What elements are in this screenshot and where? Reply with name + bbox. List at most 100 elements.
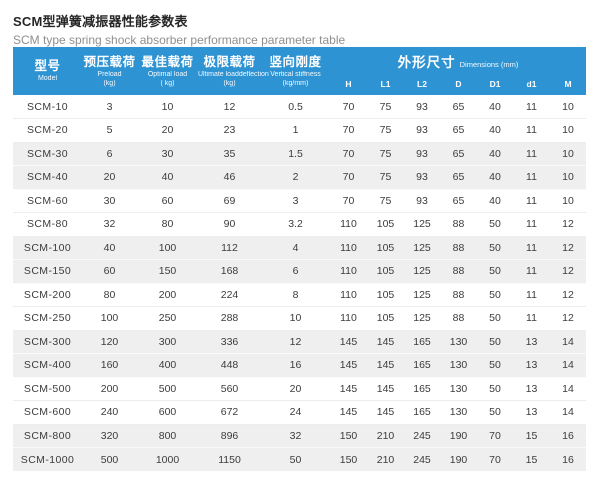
value-cell: 3 bbox=[261, 189, 330, 213]
value-cell: 50 bbox=[477, 212, 513, 237]
dimensions-title-zh: 外形尺寸 bbox=[397, 54, 456, 70]
value-cell: 65 bbox=[440, 142, 477, 166]
col-header-model-zh: 型号 bbox=[34, 59, 61, 73]
col-header-optimal-zh: 最佳载荷 bbox=[141, 54, 194, 69]
model-cell: SCM-10 bbox=[13, 95, 82, 119]
col-header-L1: L1 bbox=[367, 75, 404, 95]
value-cell: 50 bbox=[261, 447, 330, 471]
value-cell: 13 bbox=[513, 353, 550, 378]
value-cell: 3.2 bbox=[261, 212, 330, 237]
value-cell: 145 bbox=[367, 353, 404, 378]
value-cell: 105 bbox=[367, 306, 404, 331]
value-cell: 75 bbox=[367, 95, 404, 119]
value-cell: 320 bbox=[82, 424, 137, 448]
value-cell: 70 bbox=[477, 447, 513, 471]
value-cell: 12 bbox=[550, 283, 587, 307]
table-row: SCM-400 160 400 448 16 145 145 165 130 50 13 14 bbox=[13, 353, 587, 378]
table-row: SCM-150 60 150 168 6 110 105 125 88 50 11 12 bbox=[13, 259, 587, 284]
value-cell: 90 bbox=[198, 212, 261, 237]
col-header-optimal-unit: ( kg) bbox=[160, 79, 175, 87]
value-cell: 12 bbox=[261, 330, 330, 354]
value-cell: 40 bbox=[477, 118, 513, 143]
value-cell: 70 bbox=[330, 142, 367, 166]
col-header-D: D bbox=[440, 75, 477, 95]
value-cell: 245 bbox=[404, 447, 440, 471]
value-cell: 190 bbox=[440, 424, 477, 448]
table-row: SCM-200 80 200 224 8 110 105 125 88 50 11 12 bbox=[13, 283, 587, 307]
value-cell: 11 bbox=[513, 259, 550, 284]
value-cell: 165 bbox=[404, 377, 440, 401]
value-cell: 110 bbox=[330, 306, 367, 331]
table-row: SCM-600 240 600 672 24 145 145 165 130 50 13 14 bbox=[13, 400, 587, 425]
value-cell: 11 bbox=[513, 118, 550, 143]
col-header-vertical-stiffness: 竖向刚度 Vertical stiffness (kg/mm) bbox=[261, 47, 330, 95]
value-cell: 24 bbox=[261, 400, 330, 425]
value-cell: 672 bbox=[198, 400, 261, 425]
value-cell: 50 bbox=[477, 306, 513, 331]
table-row: SCM-80 32 80 90 3.2 110 105 125 88 50 11 12 bbox=[13, 212, 587, 237]
title-block: SCM型弹簧减振器性能参数表 SCM type spring shock abs… bbox=[13, 11, 345, 47]
model-cell: SCM-1000 bbox=[13, 447, 82, 471]
value-cell: 12 bbox=[550, 306, 587, 331]
col-header-stiffness-unit: (kg/mm) bbox=[282, 79, 309, 87]
value-cell: 336 bbox=[198, 330, 261, 354]
value-cell: 11 bbox=[513, 142, 550, 166]
value-cell: 10 bbox=[261, 306, 330, 331]
value-cell: 93 bbox=[404, 118, 440, 143]
value-cell: 105 bbox=[367, 283, 404, 307]
value-cell: 50 bbox=[477, 283, 513, 307]
model-cell: SCM-600 bbox=[13, 400, 82, 425]
col-header-preload-en: Preload bbox=[97, 70, 122, 78]
value-cell: 150 bbox=[330, 424, 367, 448]
header-row-dimensions: H L1 L2 D D1 d1 M bbox=[13, 75, 587, 95]
value-cell: 65 bbox=[440, 165, 477, 190]
value-cell: 6 bbox=[261, 259, 330, 284]
model-cell: SCM-300 bbox=[13, 330, 82, 354]
value-cell: 448 bbox=[198, 353, 261, 378]
value-cell: 15 bbox=[513, 424, 550, 448]
value-cell: 10 bbox=[550, 95, 587, 119]
value-cell: 210 bbox=[367, 424, 404, 448]
value-cell: 110 bbox=[330, 236, 367, 260]
value-cell: 23 bbox=[198, 118, 261, 143]
value-cell: 165 bbox=[404, 353, 440, 378]
col-header-D1: D1 bbox=[477, 75, 513, 95]
value-cell: 112 bbox=[198, 236, 261, 260]
value-cell: 6 bbox=[82, 142, 137, 166]
value-cell: 88 bbox=[440, 212, 477, 237]
value-cell: 100 bbox=[137, 236, 198, 260]
value-cell: 32 bbox=[82, 212, 137, 237]
value-cell: 11 bbox=[513, 189, 550, 213]
value-cell: 11 bbox=[513, 236, 550, 260]
col-header-optimal-en: Optimal load bbox=[147, 70, 188, 78]
col-header-d1: d1 bbox=[513, 75, 550, 95]
value-cell: 145 bbox=[330, 330, 367, 354]
value-cell: 224 bbox=[198, 283, 261, 307]
value-cell: 80 bbox=[82, 283, 137, 307]
col-header-M: M bbox=[550, 75, 587, 95]
value-cell: 88 bbox=[440, 306, 477, 331]
value-cell: 65 bbox=[440, 95, 477, 119]
model-cell: SCM-800 bbox=[13, 424, 82, 448]
model-cell: SCM-30 bbox=[13, 142, 82, 166]
value-cell: 40 bbox=[137, 165, 198, 190]
value-cell: 93 bbox=[404, 189, 440, 213]
value-cell: 50 bbox=[477, 259, 513, 284]
model-cell: SCM-20 bbox=[13, 118, 82, 143]
value-cell: 145 bbox=[330, 400, 367, 425]
value-cell: 70 bbox=[330, 189, 367, 213]
col-header-preload: 预压载荷 Preload (kg) bbox=[82, 47, 137, 95]
col-header-dimensions-group: 外形尺寸 Dimensions (mm) bbox=[330, 47, 587, 75]
value-cell: 60 bbox=[82, 259, 137, 284]
value-cell: 16 bbox=[261, 353, 330, 378]
value-cell: 288 bbox=[198, 306, 261, 331]
value-cell: 210 bbox=[367, 447, 404, 471]
value-cell: 110 bbox=[330, 212, 367, 237]
value-cell: 30 bbox=[82, 189, 137, 213]
value-cell: 8 bbox=[261, 283, 330, 307]
value-cell: 12 bbox=[198, 95, 261, 119]
value-cell: 1150 bbox=[198, 447, 261, 471]
value-cell: 12 bbox=[550, 259, 587, 284]
value-cell: 16 bbox=[550, 424, 587, 448]
table-row: SCM-500 200 500 560 20 145 145 165 130 50 13 14 bbox=[13, 377, 587, 401]
